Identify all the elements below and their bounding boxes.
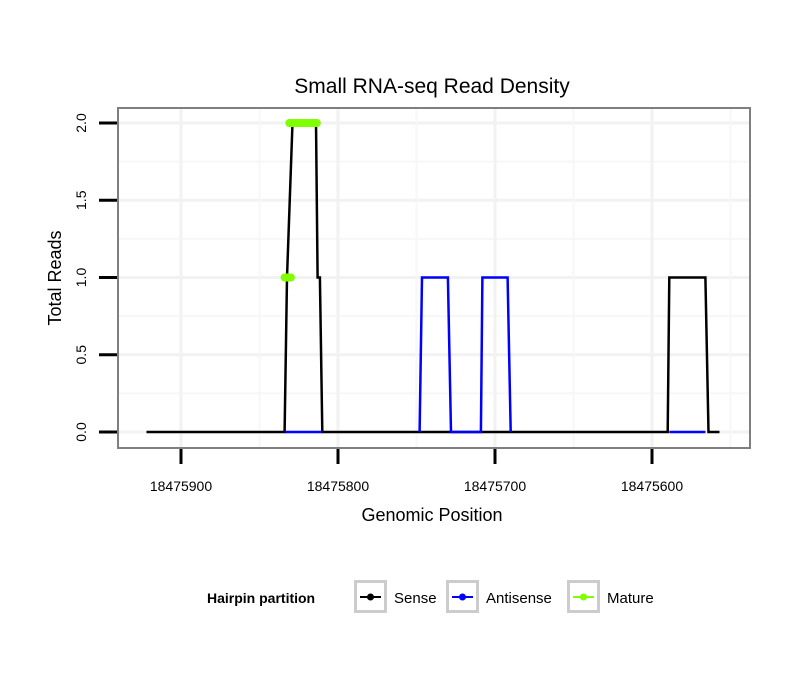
- y-tick-label: 0.5: [73, 345, 89, 365]
- series-antisense-line: [284, 276, 706, 434]
- x-tick-label: 18475700: [464, 478, 527, 494]
- legend-label-antisense: Antisense: [486, 590, 552, 607]
- legend-key-dot: [367, 593, 374, 601]
- legend-label-sense: Sense: [394, 590, 437, 607]
- legend: Hairpin partition Sense Antisense Mature: [207, 580, 654, 613]
- y-tick-label: 2.0: [73, 113, 89, 133]
- x-tick-label: 18475600: [621, 478, 684, 494]
- y-tick-label: 1.0: [73, 268, 89, 288]
- legend-title: Hairpin partition: [207, 590, 315, 606]
- y-tick-label: 1.5: [73, 190, 89, 210]
- axes: 18475900 18475800 18475700 18475600 0.0 0.5 1.…: [73, 113, 683, 494]
- y-axis-label: Total Reads: [45, 230, 65, 325]
- x-tick-label: 18475900: [150, 478, 213, 494]
- y-tick-label: 0.0: [73, 422, 89, 442]
- x-tick-label: 18475800: [307, 478, 370, 494]
- legend-key-dot: [459, 593, 466, 601]
- legend-label-mature: Mature: [607, 590, 654, 607]
- legend-key-dot: [580, 593, 587, 601]
- series-layer: [146, 119, 720, 434]
- x-axis-label: Genomic Position: [361, 505, 502, 525]
- chart-title: Small RNA-seq Read Density: [294, 75, 570, 98]
